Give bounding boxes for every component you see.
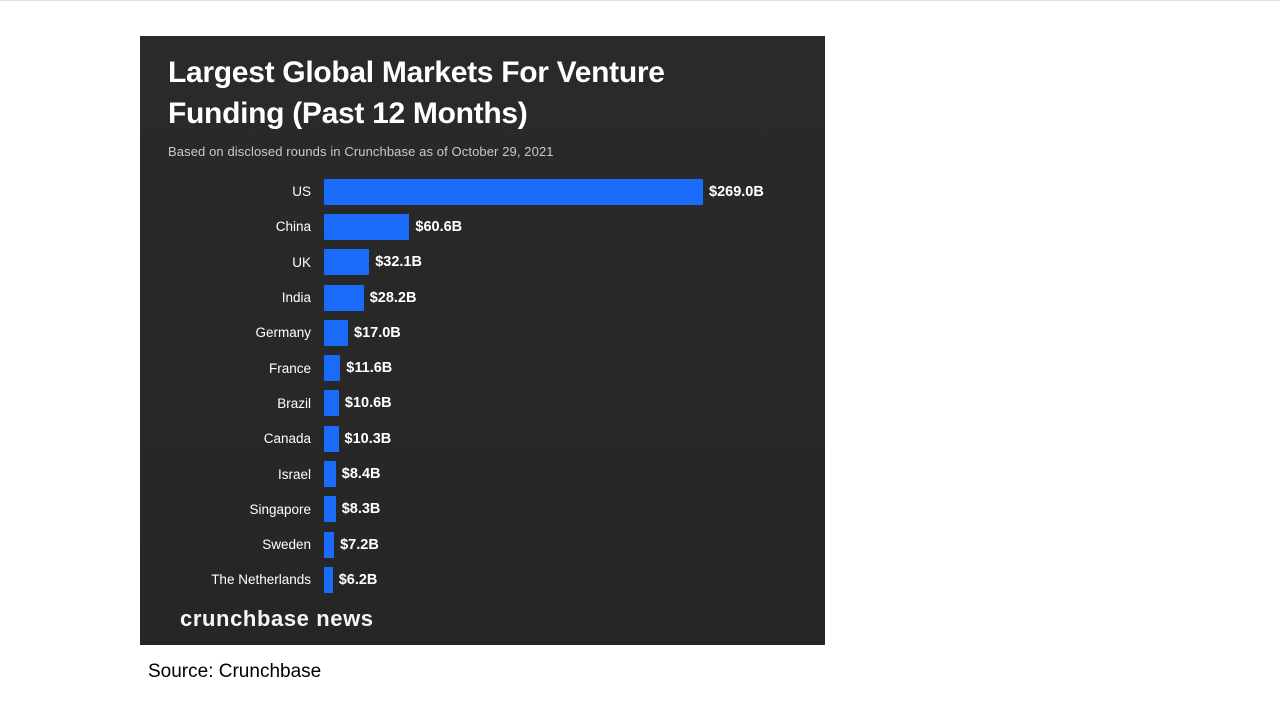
- value-label: $17.0B: [354, 324, 401, 341]
- category-label: France: [268, 360, 311, 376]
- bar-row: UK $32.1B: [140, 245, 825, 280]
- value-label: $28.2B: [369, 289, 417, 306]
- category-label: UK: [292, 254, 311, 270]
- bar: [324, 531, 335, 558]
- bar-area: $10.3B: [324, 425, 825, 452]
- bar: [324, 284, 364, 311]
- bar-row: Israel $8.4B: [140, 456, 825, 491]
- value-label: $6.2B: [338, 571, 378, 588]
- value-label: $269.0B: [709, 183, 764, 200]
- category-label: Brazil: [277, 395, 311, 411]
- bar-row: China $60.6B: [140, 209, 825, 244]
- value-label: $32.1B: [375, 254, 422, 271]
- chart-subtitle: Based on disclosed rounds in Crunchbase …: [168, 144, 554, 159]
- bar: [324, 249, 370, 276]
- source-caption: Source: Crunchbase: [148, 661, 322, 682]
- bar-row: Germany $17.0B: [140, 315, 825, 350]
- bar-row: Sweden $7.2B: [140, 527, 825, 562]
- bar: [324, 178, 703, 205]
- bar: [324, 496, 336, 523]
- category-label: The Netherlands: [211, 572, 311, 588]
- bar: [324, 425, 339, 452]
- bar-area: $17.0B: [324, 319, 825, 346]
- bar: [324, 319, 348, 346]
- bar-area: $6.2B: [324, 566, 825, 593]
- bar-row: India $28.2B: [140, 280, 825, 315]
- value-label: $8.3B: [341, 501, 381, 518]
- bar-area: $8.3B: [324, 496, 825, 523]
- bar-chart: US $269.0B China $60.6B UK $32.1B India $28.2B G…: [140, 174, 825, 598]
- crunchbase-news-logo: crunchbase news: [180, 606, 374, 631]
- bar-row: The Netherlands $6.2B: [140, 562, 825, 597]
- bar-area: $32.1B: [324, 249, 825, 276]
- bar-row: US $269.0B: [140, 174, 825, 209]
- bar-area: $11.6B: [324, 355, 825, 382]
- chart-image: Largest Global Markets For Venture Fundi…: [140, 36, 825, 645]
- slide-top-border: [0, 0, 1280, 1]
- bar: [324, 566, 333, 593]
- value-label: $10.6B: [344, 395, 392, 412]
- bar-area: $8.4B: [324, 461, 825, 488]
- chart-title-line2: Funding (Past 12 Months): [168, 97, 528, 130]
- category-label: Sweden: [262, 537, 311, 553]
- bar-row: Brazil $10.6B: [140, 386, 825, 421]
- value-label: $11.6B: [346, 360, 393, 377]
- value-label: $10.3B: [344, 430, 392, 447]
- bar: [324, 390, 339, 417]
- bar-area: $28.2B: [324, 284, 825, 311]
- bar-row: France $11.6B: [140, 350, 825, 385]
- category-label: Germany: [255, 325, 311, 341]
- value-label: $60.6B: [415, 218, 463, 235]
- category-label: Canada: [263, 431, 311, 447]
- chart-title-line1: Largest Global Markets For Venture: [168, 56, 665, 89]
- bar-area: $269.0B: [324, 178, 825, 205]
- value-label: $7.2B: [340, 536, 379, 553]
- bar-area: $7.2B: [324, 531, 825, 558]
- category-label: Singapore: [249, 501, 311, 517]
- category-label: China: [275, 219, 311, 235]
- category-label: US: [292, 184, 311, 200]
- category-label: India: [281, 290, 311, 306]
- bar-area: $10.6B: [324, 390, 825, 417]
- bar: [324, 355, 341, 382]
- category-label: Israel: [277, 466, 311, 482]
- chart-title: Largest Global Markets For Venture Fundi…: [140, 36, 825, 134]
- bar-row: Singapore $8.3B: [140, 492, 825, 527]
- bar-row: Canada $10.3B: [140, 421, 825, 456]
- bar: [324, 213, 410, 240]
- bar-area: $60.6B: [324, 213, 825, 240]
- bar: [324, 461, 336, 488]
- value-label: $8.4B: [341, 466, 381, 483]
